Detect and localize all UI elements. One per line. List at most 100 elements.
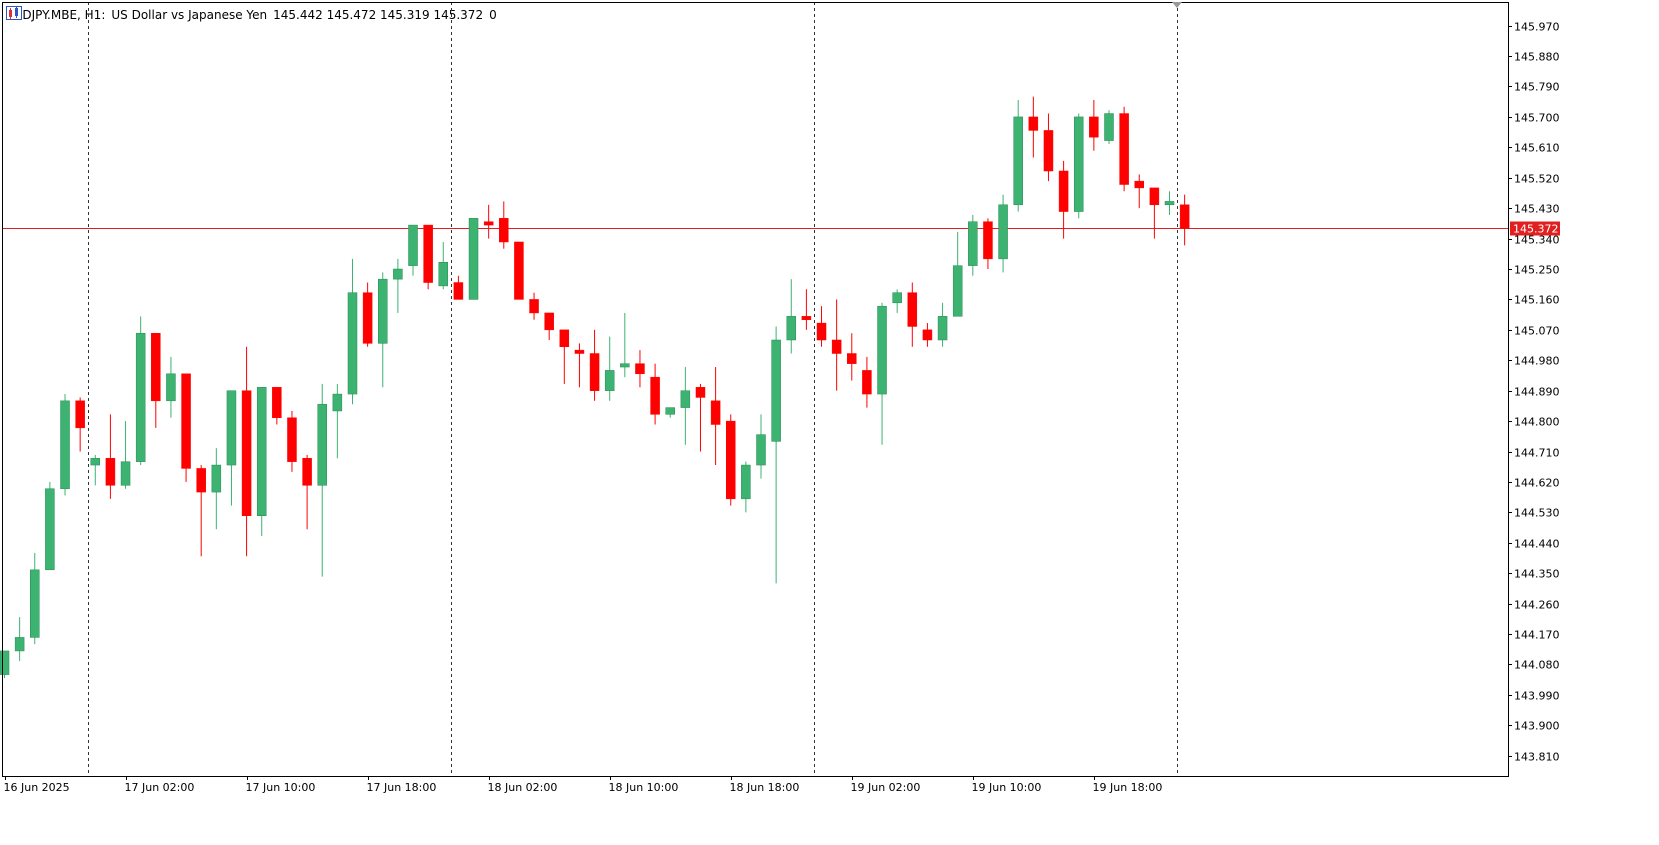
candle-body bbox=[453, 282, 464, 300]
time-tick-label: 19 Jun 10:00 bbox=[972, 781, 1042, 794]
day-separators bbox=[88, 2, 1178, 776]
time-axis[interactable]: 16 Jun 2025 17 Jun 02:00 17 Jun 10:00 17 Ju… bbox=[4, 776, 1163, 794]
candle-body bbox=[816, 322, 827, 341]
candle-body bbox=[0, 650, 10, 675]
time-tick-label: 18 Jun 18:00 bbox=[730, 781, 800, 794]
price-tick-label: 145.610 bbox=[1514, 142, 1560, 155]
candle bbox=[725, 414, 736, 506]
candle-body bbox=[574, 349, 585, 354]
candle-body bbox=[756, 434, 766, 466]
candle bbox=[922, 323, 933, 347]
candle bbox=[952, 231, 963, 317]
candle-body bbox=[317, 403, 327, 486]
candle-body bbox=[529, 299, 539, 314]
candle bbox=[30, 552, 40, 645]
candle bbox=[90, 454, 101, 486]
candle-body bbox=[695, 387, 706, 398]
price-axis[interactable]: 145.970 145.880 145.790 145.700 145.610 145.5… bbox=[1508, 21, 1560, 764]
price-tick-label: 144.170 bbox=[1514, 629, 1560, 642]
candle-body bbox=[710, 400, 721, 425]
candle bbox=[710, 367, 721, 466]
candle bbox=[287, 410, 297, 472]
candle-body bbox=[952, 265, 963, 317]
candle bbox=[877, 302, 887, 445]
candle bbox=[574, 343, 585, 388]
candle-body bbox=[1089, 116, 1099, 138]
candle-body bbox=[1013, 116, 1023, 206]
candle bbox=[544, 312, 554, 340]
price-tick-label: 144.710 bbox=[1514, 447, 1560, 460]
candle bbox=[14, 617, 25, 662]
current-price-badge bbox=[1510, 221, 1560, 236]
time-tick-label: 18 Jun 02:00 bbox=[488, 781, 558, 794]
candle-body bbox=[741, 464, 751, 500]
candle-body bbox=[831, 339, 842, 354]
candle bbox=[378, 272, 388, 388]
price-tick-label: 144.080 bbox=[1514, 659, 1560, 672]
price-tick-label: 144.260 bbox=[1514, 599, 1560, 612]
time-tick-label: 16 Jun 2025 bbox=[4, 781, 70, 794]
candle bbox=[272, 387, 282, 425]
candle-body bbox=[90, 458, 101, 466]
candle bbox=[892, 289, 902, 313]
candle-body bbox=[438, 262, 449, 287]
plot-border bbox=[2, 2, 1509, 777]
candle-body bbox=[998, 204, 1008, 260]
price-tick-label: 144.620 bbox=[1514, 477, 1560, 490]
candle bbox=[756, 414, 766, 479]
candle-body bbox=[847, 353, 857, 364]
candle bbox=[468, 218, 479, 300]
price-tick-label: 145.250 bbox=[1514, 264, 1560, 277]
candle bbox=[226, 390, 237, 506]
candle bbox=[499, 201, 509, 249]
price-tick-label: 144.890 bbox=[1514, 386, 1560, 399]
price-tick-label: 145.880 bbox=[1514, 51, 1560, 64]
candle-body bbox=[620, 363, 630, 368]
chart-shift-marker[interactable] bbox=[1172, 2, 1182, 8]
candle-body bbox=[968, 221, 978, 266]
candle-body bbox=[892, 292, 902, 304]
candle-body bbox=[771, 339, 781, 442]
candle bbox=[1104, 110, 1114, 144]
candle bbox=[650, 363, 660, 425]
candle-body bbox=[45, 488, 55, 571]
candle bbox=[559, 329, 570, 384]
candle-body bbox=[393, 268, 403, 280]
candle-body bbox=[256, 387, 267, 516]
candle bbox=[45, 481, 55, 571]
candle-body bbox=[1058, 170, 1069, 212]
candle-body bbox=[1119, 113, 1129, 185]
price-tick-label: 145.430 bbox=[1514, 203, 1560, 216]
candle bbox=[937, 302, 948, 347]
candle-body bbox=[544, 312, 554, 331]
price-tick-label: 145.700 bbox=[1514, 112, 1560, 125]
candle-body bbox=[60, 400, 70, 489]
candle-body bbox=[604, 370, 615, 391]
candle bbox=[256, 387, 267, 537]
candle-body bbox=[378, 278, 388, 344]
candle bbox=[771, 326, 781, 584]
candle-body bbox=[1043, 130, 1054, 172]
ohlc-values: 145.442 145.472 145.319 145.372 bbox=[273, 8, 484, 22]
candle bbox=[816, 306, 827, 347]
candle bbox=[120, 421, 131, 489]
time-tick-label: 17 Jun 10:00 bbox=[246, 781, 316, 794]
candle-body bbox=[1104, 113, 1114, 141]
candle bbox=[998, 194, 1008, 273]
candle bbox=[1013, 100, 1023, 212]
candle bbox=[211, 448, 222, 530]
candle bbox=[362, 282, 373, 347]
candle bbox=[589, 329, 600, 401]
candle bbox=[1089, 100, 1099, 151]
candle bbox=[786, 279, 797, 354]
candle-body bbox=[468, 218, 479, 300]
candle bbox=[665, 407, 675, 418]
candle-body bbox=[650, 376, 660, 415]
candle bbox=[801, 289, 812, 330]
candle-body bbox=[423, 224, 433, 283]
chart-icon[interactable] bbox=[6, 6, 22, 20]
candle-body bbox=[725, 420, 736, 500]
price-tick-label: 145.070 bbox=[1514, 325, 1560, 338]
price-tick-label: 143.810 bbox=[1514, 751, 1560, 764]
